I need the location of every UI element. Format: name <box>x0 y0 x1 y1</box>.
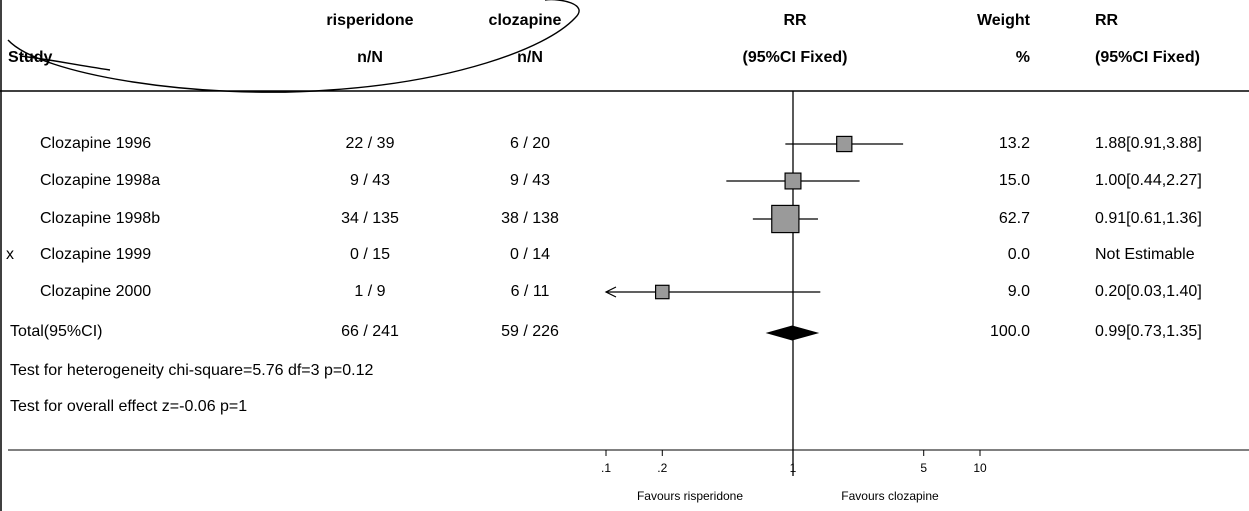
study-name: Clozapine 1998b <box>40 210 161 227</box>
study-weight: 15.0 <box>998 172 1030 189</box>
total-risperidone-count: 66 / 241 <box>341 323 399 340</box>
axis-tick-label: .2 <box>657 461 667 475</box>
clozapine-count: 9 / 43 <box>509 172 551 189</box>
study-weight: 0.0 <box>1007 246 1030 263</box>
axis-tick-label: .1 <box>601 461 611 475</box>
study-weight-box <box>771 204 800 234</box>
study-name: Clozapine 1999 <box>40 246 152 263</box>
study-name: Clozapine 1998a <box>40 172 161 189</box>
row-excluded-marker: x <box>6 246 14 263</box>
study-rr-value: 0.20[0.03,1.40] <box>1095 283 1202 300</box>
clozapine-count: 38 / 138 <box>501 210 559 227</box>
clozapine-count: 6 / 20 <box>509 135 551 152</box>
study-weight: 13.2 <box>998 135 1030 152</box>
axis-tick-label: 1 <box>790 461 797 475</box>
rr-value-column-subheader: (95%CI Fixed) <box>1095 49 1200 66</box>
study-rr-value: 0.91[0.61,1.36] <box>1095 210 1202 227</box>
clozapine-column-header: clozapine <box>488 12 562 29</box>
rr-plot-header: RR <box>783 12 807 29</box>
risperidone-count: 0 / 15 <box>349 246 391 263</box>
study-rr-value: 1.88[0.91,3.88] <box>1095 135 1202 152</box>
total-clozapine-count: 59 / 226 <box>501 323 559 340</box>
total-label: Total(95%CI) <box>10 323 103 340</box>
risperidone-nN-header: n/N <box>357 49 383 66</box>
study-weight: 9.0 <box>1007 283 1030 300</box>
total-weight: 100.0 <box>989 323 1030 340</box>
study-weight: 62.7 <box>998 210 1030 227</box>
rr-value-column-header: RR <box>1095 12 1119 29</box>
study-name: Clozapine 2000 <box>40 283 152 300</box>
study-weight-box <box>836 135 853 153</box>
rr-plot-subheader: (95%CI Fixed) <box>742 49 848 66</box>
risperidone-count: 34 / 135 <box>341 210 399 227</box>
risperidone-column-header: risperidone <box>326 12 414 29</box>
heterogeneity-test-text: Test for heterogeneity chi-square=5.76 d… <box>10 362 374 379</box>
ci-truncation-arrow <box>604 286 617 298</box>
weight-column-header: Weight <box>976 12 1030 29</box>
clozapine-count: 0 / 14 <box>509 246 551 263</box>
clozapine-nN-header: n/N <box>517 49 543 66</box>
favours-risperidone-label: Favours risperidone <box>636 489 744 503</box>
header-annotation-circle <box>7 0 580 93</box>
risperidone-count: 22 / 39 <box>345 135 395 152</box>
study-weight-box <box>784 172 802 190</box>
study-weight-box <box>654 284 670 300</box>
axis-tick-label: 5 <box>920 461 927 475</box>
clozapine-count: 6 / 11 <box>510 283 550 300</box>
total-rr-value: 0.99[0.73,1.35] <box>1095 323 1202 340</box>
study-rr-value: 1.00[0.44,2.27] <box>1095 172 1202 189</box>
risperidone-count: 1 / 9 <box>354 283 386 300</box>
study-rr-value: Not Estimable <box>1095 246 1195 263</box>
risperidone-count: 9 / 43 <box>349 172 391 189</box>
study-name: Clozapine 1996 <box>40 135 152 152</box>
overall-effect-test-text: Test for overall effect z=-0.06 p=1 <box>10 398 248 415</box>
total-effect-diamond <box>765 325 820 341</box>
favours-clozapine-label: Favours clozapine <box>841 489 939 503</box>
axis-tick-label: 10 <box>973 461 987 475</box>
weight-percent-header: % <box>1015 49 1030 66</box>
